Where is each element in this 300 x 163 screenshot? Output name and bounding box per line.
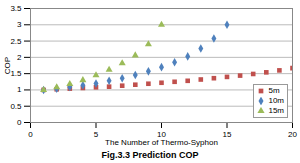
svg-text:0.5: 0.5 (10, 102, 22, 111)
html-text:Fig.3.3 Prediction COP: Fig.3.3 Prediction COP (101, 150, 199, 160)
svg-text:3: 3 (17, 20, 22, 29)
svg-text:2.5: 2.5 (10, 37, 22, 46)
svg-text:0: 0 (28, 130, 33, 139)
html-text:10m: 10m (268, 96, 284, 105)
svg-text:0: 0 (17, 118, 22, 127)
html-text:5m: 5m (268, 86, 280, 95)
svg-text:The Number of Thermo-Syphon: The Number of Thermo-Syphon (105, 138, 218, 147)
svg-text:10: 10 (157, 130, 166, 140)
svg-text:15: 15 (223, 130, 232, 139)
svg-text:20: 20 (288, 130, 297, 139)
html-text:15m: 15m (268, 106, 284, 115)
svg-text:COP: COP (3, 57, 12, 74)
svg-text:1.5: 1.5 (10, 69, 22, 79)
svg-text:5: 5 (94, 130, 99, 139)
svg-text:2: 2 (17, 53, 22, 62)
svg-text:3.5: 3.5 (10, 4, 22, 13)
svg-text:1: 1 (17, 85, 22, 94)
